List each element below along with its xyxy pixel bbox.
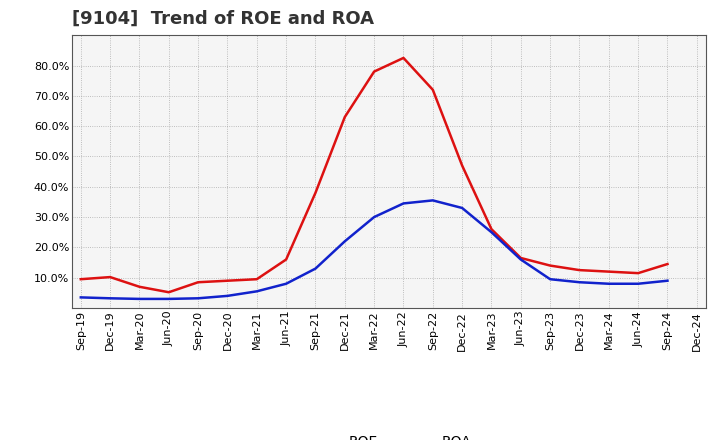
ROA [164,296,173,301]
ROA [76,295,85,300]
ROA [634,281,642,286]
ROA [663,278,672,283]
ROE [575,268,584,273]
ROA [341,238,349,244]
ROA [135,296,144,301]
ROE [76,277,85,282]
ROA [428,198,437,203]
Text: [9104]  Trend of ROE and ROA: [9104] Trend of ROE and ROA [72,10,374,28]
ROA [458,205,467,211]
ROA [311,266,320,271]
ROA [194,296,202,301]
ROE [253,277,261,282]
ROE [399,55,408,61]
ROA [106,296,114,301]
ROE [282,257,290,262]
ROA [516,257,525,262]
ROE [164,290,173,295]
ROA [487,230,496,235]
ROE [135,284,144,290]
ROE [458,163,467,168]
ROE [223,278,232,283]
ROE [546,263,554,268]
ROA [575,279,584,285]
ROA [282,281,290,286]
Line: ROE: ROE [81,58,667,292]
ROE [487,227,496,232]
ROE [516,255,525,260]
ROE [194,279,202,285]
Line: ROA: ROA [81,200,667,299]
ROE [106,275,114,280]
ROA [223,293,232,298]
ROA [253,289,261,294]
ROE [605,269,613,274]
ROA [399,201,408,206]
ROE [428,87,437,92]
ROA [546,277,554,282]
ROE [634,271,642,276]
ROE [311,190,320,195]
ROA [605,281,613,286]
ROE [341,114,349,120]
ROE [370,69,379,74]
Legend: ROE, ROA: ROE, ROA [300,429,477,440]
ROE [663,261,672,267]
ROA [370,214,379,220]
